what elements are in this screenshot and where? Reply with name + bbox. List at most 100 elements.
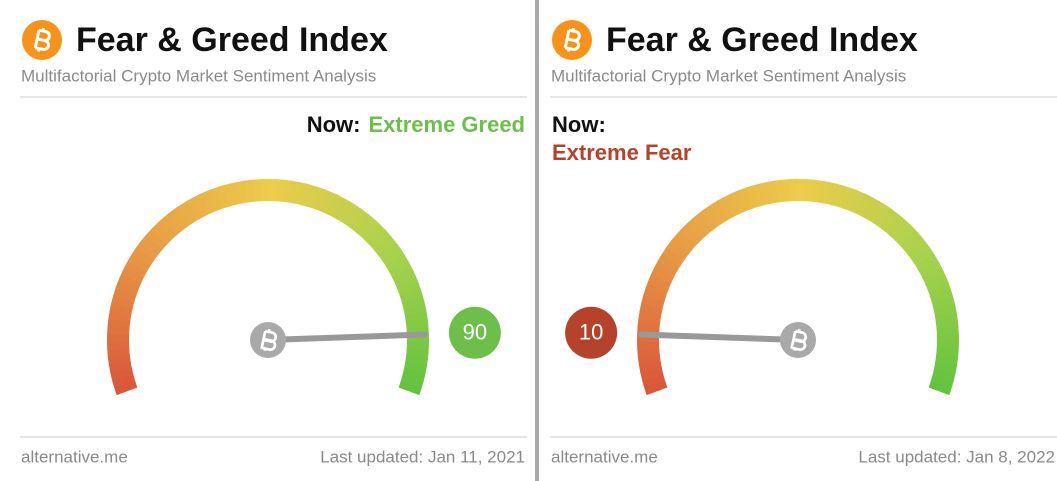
gauge-arc <box>403 303 427 317</box>
gauge-arc <box>899 229 922 251</box>
coin-symbol <box>563 27 581 52</box>
gauge-arc <box>935 318 959 330</box>
gauge-arc <box>691 213 713 236</box>
gauge-arc <box>392 267 416 285</box>
gauge-arc <box>120 266 145 284</box>
gauge-arc <box>167 208 188 232</box>
title: Fear & Greed Index <box>76 21 388 59</box>
gauge-arc <box>313 188 330 212</box>
gauge-arc <box>759 181 773 205</box>
gauge-arc <box>200 190 217 214</box>
gauge-arc <box>911 247 935 267</box>
gauge-arc <box>936 348 959 359</box>
gauge-arc <box>287 180 300 204</box>
gauge-arc <box>637 347 660 358</box>
gauge-arc <box>931 296 956 310</box>
gauge-arc <box>710 200 729 224</box>
gauge-arc <box>867 200 887 225</box>
gauge-arc <box>150 223 173 245</box>
gauge-arc <box>837 185 853 210</box>
gauge-arc <box>222 183 237 207</box>
gauge-arc <box>884 214 906 237</box>
gauge-arc <box>109 302 133 316</box>
coin-symbol <box>33 27 51 52</box>
gauge-arc <box>359 218 381 241</box>
gauge-arc <box>638 310 662 322</box>
gauge-arc <box>394 274 419 291</box>
panel: Fear & Greed Index Multifactorial Crypto … <box>550 20 1057 466</box>
gauge-arc <box>873 204 894 228</box>
gauge-arc <box>107 317 131 329</box>
gauge-arc <box>856 193 874 218</box>
gauge-arc <box>889 218 911 241</box>
classification: Extreme Fear <box>552 140 692 165</box>
gauge-arc <box>326 193 344 218</box>
subtitle: Multifactorial Crypto Market Sentiment A… <box>551 66 906 85</box>
gauge-arc <box>110 367 134 381</box>
gauge-arc <box>782 179 793 202</box>
gauge-arc <box>703 204 724 228</box>
gauge-arc <box>907 241 931 262</box>
gauge-arc <box>830 183 845 208</box>
needle <box>638 331 801 343</box>
value-label: 10 <box>579 320 603 345</box>
gauge-arc <box>377 241 401 262</box>
gauge-arc <box>850 190 867 215</box>
source: alternative.me <box>551 447 658 466</box>
gauge-arc <box>402 368 426 382</box>
gauge-arc <box>744 185 760 209</box>
gauge-arc <box>332 197 351 221</box>
classification: Extreme Greed <box>368 112 525 137</box>
gauge-arc <box>774 179 786 203</box>
gauge-arc <box>817 180 830 204</box>
updated: Last updated: Jan 11, 2021 <box>320 447 525 466</box>
gauge-arc <box>404 311 428 323</box>
gauge-arc <box>723 193 741 217</box>
gauge-arc <box>661 246 685 266</box>
gauge-arc <box>244 179 256 203</box>
gauge-arc <box>697 208 718 232</box>
gauge-arc <box>675 228 698 250</box>
gauge-arc <box>107 347 130 358</box>
gauge-arc <box>294 181 308 206</box>
gauge-arc <box>237 180 250 204</box>
gauge-arc <box>929 288 954 304</box>
now-label: Now: <box>552 112 606 137</box>
gauge-arc <box>320 190 337 215</box>
gauge-arc <box>640 367 664 381</box>
gauge-arc <box>918 260 943 279</box>
gauge-arc <box>300 183 315 208</box>
gauge-arc <box>113 380 138 396</box>
gauge-arc <box>928 381 952 396</box>
gauge-arc <box>274 179 285 202</box>
gauge-arc <box>145 228 168 250</box>
gauge-arc <box>108 310 132 322</box>
gauge-arc <box>935 355 959 367</box>
gauge-arc <box>307 185 323 210</box>
gauge-arc <box>131 246 155 266</box>
gauge-arc <box>824 181 838 206</box>
gauge-arc <box>643 380 668 396</box>
gauge-arc <box>686 218 708 241</box>
gauge-arc <box>933 361 958 374</box>
gauge-arc <box>903 235 927 256</box>
gauge-arc <box>843 188 860 212</box>
gauge-arc <box>252 179 263 202</box>
gauge-arc <box>927 281 952 297</box>
gauge-arc <box>406 348 429 359</box>
gauge-arc <box>639 302 663 316</box>
gauge-arc <box>140 234 164 255</box>
gauge-arc <box>930 374 954 389</box>
gauge-arc <box>650 266 675 284</box>
gauge-arc <box>186 196 205 220</box>
gauge-arc <box>767 180 780 204</box>
coin-symbol <box>790 328 807 351</box>
gauge-arc <box>117 273 142 290</box>
gauge-arc <box>354 214 376 237</box>
gauge-arc <box>229 181 243 205</box>
gauge-arc <box>381 247 405 267</box>
divider <box>535 0 539 481</box>
updated: Last updated: Jan 8, 2022 <box>858 447 1055 466</box>
gauge-arc <box>180 200 199 224</box>
